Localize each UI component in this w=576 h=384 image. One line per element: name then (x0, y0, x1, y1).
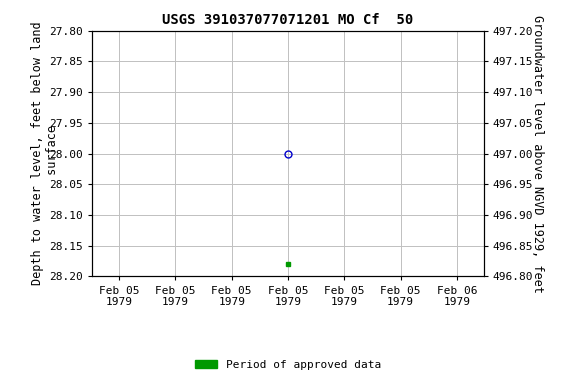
Y-axis label: Groundwater level above NGVD 1929, feet: Groundwater level above NGVD 1929, feet (531, 15, 544, 293)
Title: USGS 391037077071201 MO Cf  50: USGS 391037077071201 MO Cf 50 (162, 13, 414, 27)
Y-axis label: Depth to water level, feet below land
 surface: Depth to water level, feet below land su… (31, 22, 59, 285)
Legend: Period of approved data: Period of approved data (191, 355, 385, 374)
